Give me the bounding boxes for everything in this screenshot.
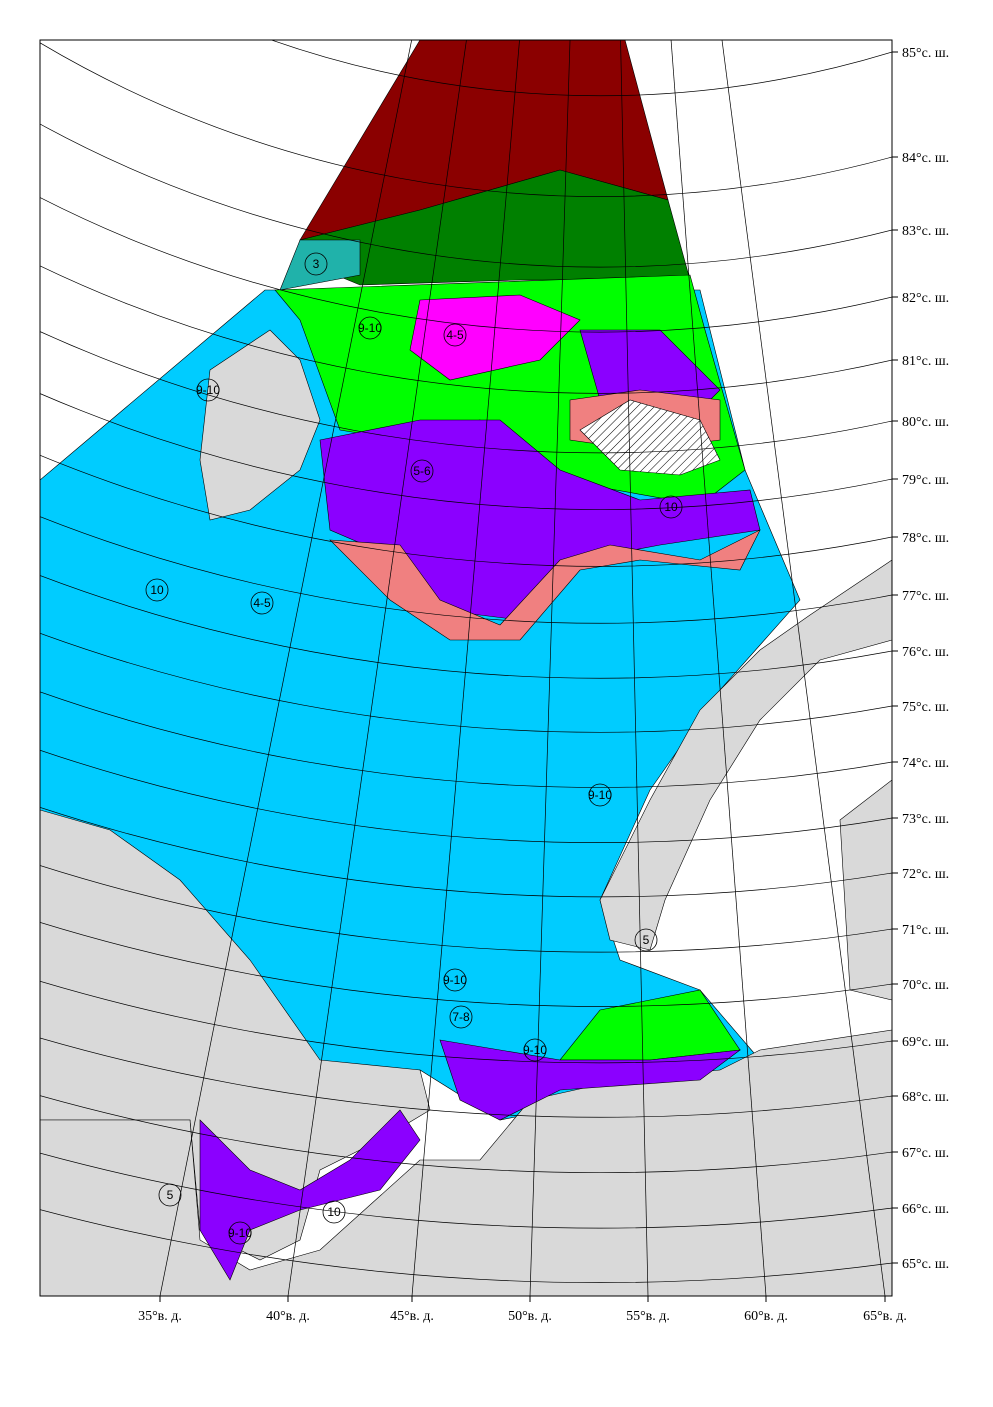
zone-marker xyxy=(443,968,467,992)
zone-label: 9-10 xyxy=(443,973,467,987)
lat-label: 69°с. ш. xyxy=(902,1035,949,1050)
land-fjl xyxy=(579,399,721,476)
zone-marker xyxy=(443,323,467,347)
graticule xyxy=(40,40,892,1296)
lat-label: 72°с. ш. xyxy=(902,867,949,882)
ice-pink xyxy=(329,529,761,641)
ice-fast-white-sea xyxy=(199,1109,421,1281)
meridian xyxy=(287,40,467,1296)
lat-label: 77°с. ш. xyxy=(902,589,949,604)
zone-marker xyxy=(158,1183,182,1207)
map-frame xyxy=(39,39,893,1297)
meridian xyxy=(721,40,886,1296)
lat-label: 83°с. ш. xyxy=(902,224,949,239)
zone-marker xyxy=(634,928,658,952)
meridian xyxy=(670,40,767,1296)
lat-label: 70°с. ш. xyxy=(902,978,949,993)
parallel xyxy=(271,40,892,96)
lon-label: 40°в. д. xyxy=(266,1309,310,1324)
lat-label: 82°с. ш. xyxy=(902,291,949,306)
zone-marker xyxy=(322,1200,346,1224)
lat-label: 71°с. ш. xyxy=(902,923,949,938)
zone-label: 5 xyxy=(643,933,650,947)
ice-magenta xyxy=(409,294,581,381)
lat-label: 79°с. ш. xyxy=(902,473,949,488)
lat-label: 66°с. ш. xyxy=(902,1202,949,1217)
zone-label: 3 xyxy=(313,257,320,271)
zone-marker xyxy=(250,591,274,615)
meridian xyxy=(620,40,649,1296)
lat-label: 80°с. ш. xyxy=(902,415,949,430)
zone-marker xyxy=(358,316,382,340)
zone-label: 4-5 xyxy=(446,328,464,342)
zone-label: 9-10 xyxy=(196,383,220,397)
zone-marker xyxy=(588,783,612,807)
lat-label: 73°с. ш. xyxy=(902,812,949,827)
lon-label: 65°в. д. xyxy=(863,1309,907,1324)
zone-labels: 3 10 10 4-5 4-5 5-6 9-10 9-10 9-10 9-10 7-8 5 5 10 9-1… xyxy=(145,252,683,1245)
zone-label: 9-10 xyxy=(228,1226,252,1240)
zone-marker xyxy=(659,495,683,519)
zone-marker xyxy=(304,252,328,276)
zone-marker xyxy=(145,578,169,602)
land-novaya-zemlya xyxy=(599,559,892,951)
zone-marker xyxy=(410,459,434,483)
map-body: 3 10 10 4-5 4-5 5-6 9-10 9-10 9-10 9-10 7-8 5 5 10 9-1… xyxy=(40,40,892,1296)
land-svalbard xyxy=(199,329,321,521)
lon-label: 35°в. д. xyxy=(138,1309,182,1324)
zone-label: 5-6 xyxy=(413,464,431,478)
zone-marker xyxy=(228,1221,252,1245)
lon-label: 50°в. д. xyxy=(508,1309,552,1324)
land-kara-shore xyxy=(839,779,892,1001)
parallel xyxy=(40,42,892,197)
zone-label: 10 xyxy=(327,1205,341,1219)
zone-label: 9-10 xyxy=(523,1043,547,1057)
lon-label: 55°в. д. xyxy=(626,1309,670,1324)
ice-pechora-2 xyxy=(439,1039,742,1121)
zone-label: 4-5 xyxy=(253,596,271,610)
lat-label: 76°с. ш. xyxy=(902,645,949,660)
zone-label: 10 xyxy=(664,500,678,514)
ice-teal xyxy=(279,239,361,291)
meridian xyxy=(529,40,571,1296)
lat-label: 74°с. ш. xyxy=(902,756,949,771)
zone-marker xyxy=(196,378,220,402)
zone-label: 9-10 xyxy=(588,788,612,802)
lon-label: 45°в. д. xyxy=(390,1309,434,1324)
lat-label: 65°с. ш. xyxy=(902,1257,949,1272)
lat-label: 78°с. ш. xyxy=(902,531,949,546)
meridian xyxy=(159,40,413,1296)
zone-marker xyxy=(523,1038,547,1062)
meridian xyxy=(411,40,520,1296)
lat-label: 85°с. ш. xyxy=(902,46,949,61)
zone-label: 7-8 xyxy=(452,1010,470,1024)
lat-label: 84°с. ш. xyxy=(902,151,949,166)
zone-label: 10 xyxy=(150,583,164,597)
lat-label: 75°с. ш. xyxy=(902,700,949,715)
zone-label: 9-10 xyxy=(358,321,382,335)
lat-label: 67°с. ш. xyxy=(902,1146,949,1161)
lon-label: 60°в. д. xyxy=(744,1309,788,1324)
lat-label: 68°с. ш. xyxy=(902,1090,949,1105)
zone-marker xyxy=(449,1005,473,1029)
axis-labels: 85°с. ш. 84°с. ш. 83°с. ш. 82°с. ш. 81°с. ш.… xyxy=(138,46,949,1324)
lat-label: 81°с. ш. xyxy=(902,354,949,369)
zone-label: 5 xyxy=(167,1188,174,1202)
